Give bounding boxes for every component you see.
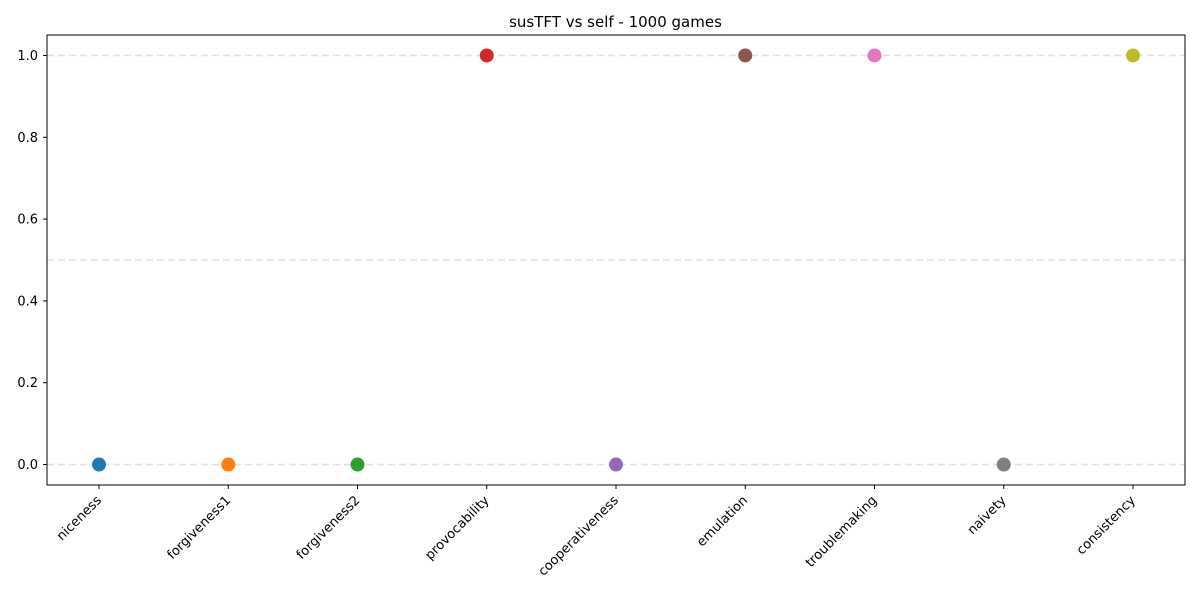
y-tick-label: 0.0: [17, 458, 38, 473]
y-tick-label: 0.6: [17, 213, 38, 228]
y-tick-label: 0.8: [17, 131, 38, 146]
data-point-niceness: [92, 457, 106, 472]
data-point-cooperativeness: [609, 457, 623, 472]
data-point-forgiveness2: [350, 457, 365, 472]
y-tick-label: 0.4: [17, 294, 38, 309]
data-point-forgiveness1: [221, 457, 236, 472]
plot-frame: [46, 34, 1186, 486]
data-point-provocability: [479, 48, 494, 63]
data-point-troublemaking: [867, 48, 882, 63]
data-points: [92, 48, 1140, 472]
y-tick-label: 1.0: [17, 49, 38, 64]
data-point-consistency: [1126, 48, 1140, 63]
y-tick-label: 0.2: [17, 376, 38, 391]
data-point-emulation: [738, 48, 753, 63]
data-point-naivety: [996, 457, 1011, 472]
y-axis-ticks: 0.0 0.2 0.4 0.6 0.8 1.0: [17, 49, 47, 473]
chart-title: susTFT vs self - 1000 games: [509, 13, 722, 31]
reference-lines: [47, 54, 1185, 466]
